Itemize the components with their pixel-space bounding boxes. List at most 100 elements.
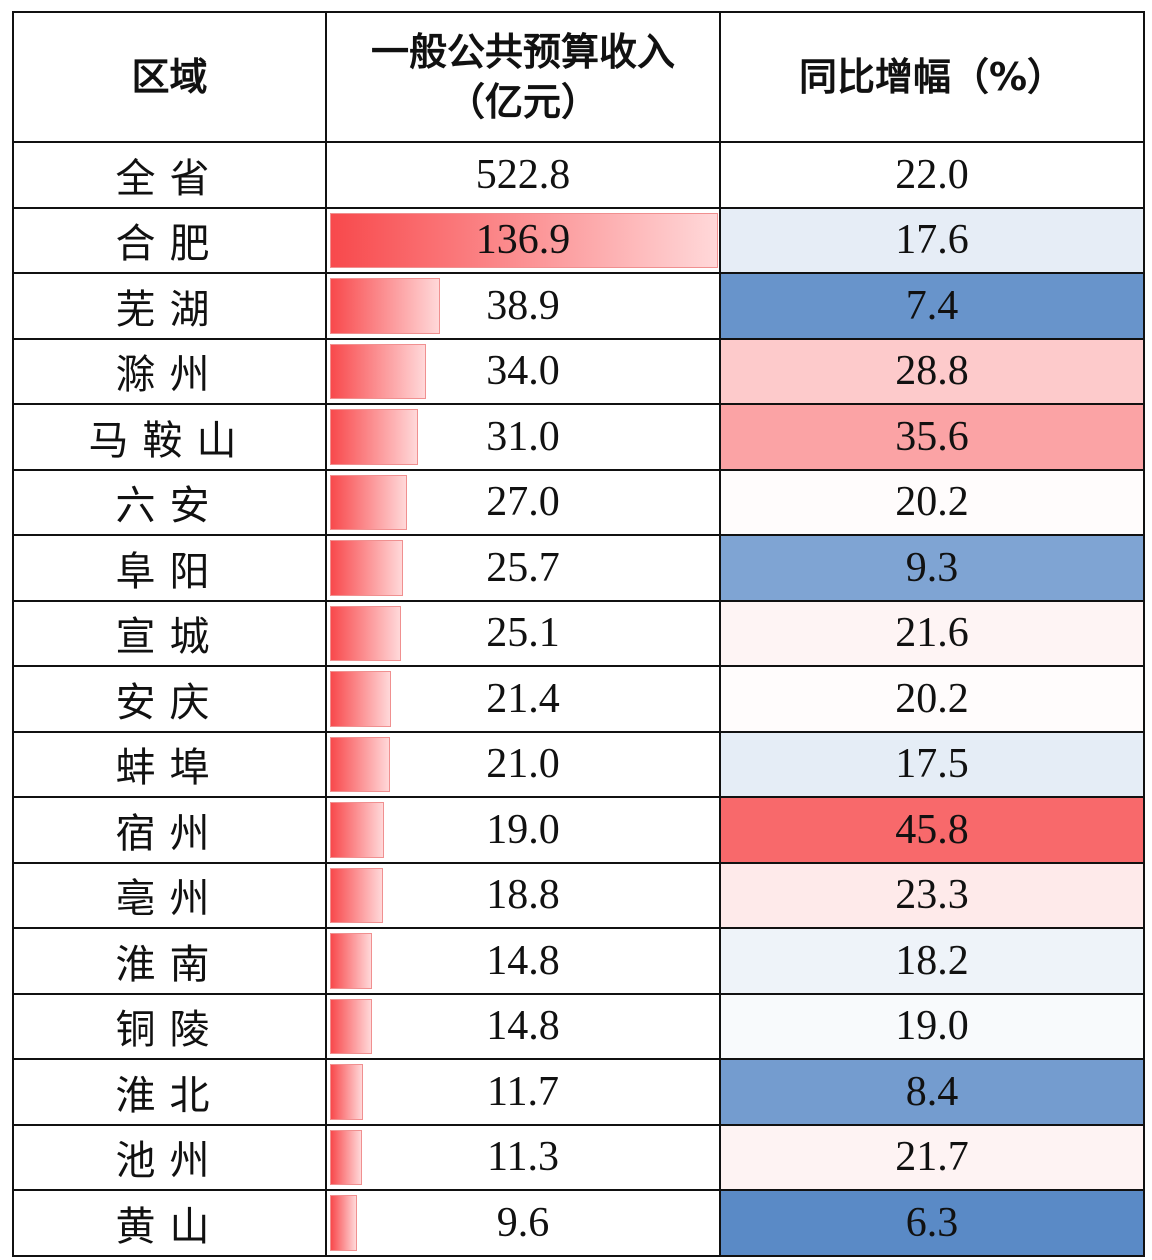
table-row: 宿州 19.0 45.8 bbox=[12, 796, 1145, 864]
growth-cell: 28.8 bbox=[719, 337, 1145, 405]
region-cell: 铜陵 bbox=[12, 992, 327, 1060]
revenue-cell: 27.0 bbox=[325, 468, 721, 536]
revenue-data-bar bbox=[330, 1129, 363, 1185]
revenue-cell: 18.8 bbox=[325, 861, 721, 929]
region-cell: 全省 bbox=[12, 141, 327, 209]
table-row: 阜阳 25.7 9.3 bbox=[12, 534, 1145, 602]
growth-cell: 9.3 bbox=[719, 534, 1145, 602]
revenue-data-bar bbox=[330, 278, 441, 334]
revenue-data-bar bbox=[330, 474, 407, 530]
header-growth: 同比增幅（%） bbox=[719, 11, 1145, 143]
region-cell: 宣城 bbox=[12, 599, 327, 667]
growth-cell: 17.5 bbox=[719, 730, 1145, 798]
growth-cell: 6.3 bbox=[719, 1189, 1145, 1257]
revenue-cell: 25.7 bbox=[325, 534, 721, 602]
growth-cell: 21.6 bbox=[719, 599, 1145, 667]
revenue-cell: 522.8 bbox=[325, 141, 721, 209]
table-row: 芜湖 38.9 7.4 bbox=[12, 272, 1145, 340]
header-row: 区域 一般公共预算收入（亿元） 同比增幅（%） bbox=[12, 11, 1145, 143]
revenue-data-bar bbox=[330, 1195, 358, 1251]
table-row: 滁州 34.0 28.8 bbox=[12, 337, 1145, 405]
revenue-data-bar bbox=[330, 1064, 364, 1120]
revenue-value: 19.0 bbox=[486, 806, 560, 853]
table-row: 宣城 25.1 21.6 bbox=[12, 599, 1145, 667]
revenue-value: 11.3 bbox=[487, 1134, 559, 1181]
region-cell: 蚌埠 bbox=[12, 730, 327, 798]
region-cell: 合肥 bbox=[12, 206, 327, 274]
revenue-data-bar bbox=[330, 343, 427, 399]
growth-cell: 21.7 bbox=[719, 1123, 1145, 1191]
revenue-data-bar bbox=[330, 212, 718, 268]
growth-cell: 17.6 bbox=[719, 206, 1145, 274]
region-cell: 滁州 bbox=[12, 337, 327, 405]
table-row: 蚌埠 21.0 17.5 bbox=[12, 730, 1145, 798]
revenue-value: 21.0 bbox=[486, 741, 560, 788]
revenue-cell: 31.0 bbox=[325, 403, 721, 471]
revenue-data-bar bbox=[330, 736, 390, 792]
growth-cell: 20.2 bbox=[719, 665, 1145, 733]
revenue-value: 25.7 bbox=[486, 544, 560, 591]
growth-cell: 23.3 bbox=[719, 861, 1145, 929]
region-cell: 池州 bbox=[12, 1123, 327, 1191]
growth-cell: 22.0 bbox=[719, 141, 1145, 209]
revenue-data-bar bbox=[330, 409, 418, 465]
revenue-cell: 136.9 bbox=[325, 206, 721, 274]
revenue-cell: 21.0 bbox=[325, 730, 721, 798]
header-region: 区域 bbox=[12, 11, 327, 143]
revenue-cell: 11.3 bbox=[325, 1123, 721, 1191]
revenue-cell: 11.7 bbox=[325, 1058, 721, 1126]
growth-cell: 45.8 bbox=[719, 796, 1145, 864]
revenue-cell: 14.8 bbox=[325, 992, 721, 1060]
revenue-table: 区域 一般公共预算收入（亿元） 同比增幅（%） 全省 522.8 22.0 合肥 136… bbox=[12, 11, 1145, 1257]
growth-cell: 7.4 bbox=[719, 272, 1145, 340]
table-row: 淮北 11.7 8.4 bbox=[12, 1058, 1145, 1126]
table-row: 池州 11.3 21.7 bbox=[12, 1123, 1145, 1191]
revenue-data-bar bbox=[330, 802, 384, 858]
header-revenue: 一般公共预算收入（亿元） bbox=[325, 11, 721, 143]
revenue-data-bar bbox=[330, 671, 391, 727]
revenue-value: 522.8 bbox=[475, 151, 571, 198]
revenue-cell: 14.8 bbox=[325, 927, 721, 995]
revenue-cell: 19.0 bbox=[325, 796, 721, 864]
region-cell: 安庆 bbox=[12, 665, 327, 733]
region-cell: 宿州 bbox=[12, 796, 327, 864]
revenue-value: 11.7 bbox=[487, 1068, 559, 1115]
table-row: 合肥 136.9 17.6 bbox=[12, 206, 1145, 274]
revenue-data-bar bbox=[330, 867, 384, 923]
revenue-value: 38.9 bbox=[486, 282, 560, 329]
table-row: 铜陵 14.8 19.0 bbox=[12, 992, 1145, 1060]
growth-cell: 35.6 bbox=[719, 403, 1145, 471]
revenue-data-bar bbox=[330, 998, 372, 1054]
revenue-value: 25.1 bbox=[486, 610, 560, 657]
revenue-value: 31.0 bbox=[486, 413, 560, 460]
region-cell: 淮北 bbox=[12, 1058, 327, 1126]
revenue-value: 14.8 bbox=[486, 1003, 560, 1050]
revenue-value: 14.8 bbox=[486, 937, 560, 984]
revenue-cell: 38.9 bbox=[325, 272, 721, 340]
table-row: 安庆 21.4 20.2 bbox=[12, 665, 1145, 733]
region-cell: 淮南 bbox=[12, 927, 327, 995]
region-cell: 六安 bbox=[12, 468, 327, 536]
revenue-value: 21.4 bbox=[486, 675, 560, 722]
revenue-value: 9.6 bbox=[496, 1199, 550, 1246]
table-row: 黄山 9.6 6.3 bbox=[12, 1189, 1145, 1257]
revenue-cell: 25.1 bbox=[325, 599, 721, 667]
revenue-data-bar bbox=[330, 540, 403, 596]
growth-cell: 18.2 bbox=[719, 927, 1145, 995]
revenue-value: 136.9 bbox=[475, 217, 571, 264]
revenue-cell: 21.4 bbox=[325, 665, 721, 733]
revenue-cell: 34.0 bbox=[325, 337, 721, 405]
table-row: 全省 522.8 22.0 bbox=[12, 141, 1145, 209]
region-cell: 芜湖 bbox=[12, 272, 327, 340]
region-cell: 马鞍山 bbox=[12, 403, 327, 471]
table-row: 淮南 14.8 18.2 bbox=[12, 927, 1145, 995]
table-body: 全省 522.8 22.0 合肥 136.9 17.6 芜湖 38.9 7.4 滁州 34.0 28.… bbox=[12, 141, 1145, 1257]
region-cell: 黄山 bbox=[12, 1189, 327, 1257]
revenue-value: 18.8 bbox=[486, 872, 560, 919]
table-row: 马鞍山 31.0 35.6 bbox=[12, 403, 1145, 471]
revenue-value: 34.0 bbox=[486, 348, 560, 395]
revenue-value: 27.0 bbox=[486, 479, 560, 526]
revenue-data-bar bbox=[330, 933, 372, 989]
table-row: 六安 27.0 20.2 bbox=[12, 468, 1145, 536]
region-cell: 亳州 bbox=[12, 861, 327, 929]
